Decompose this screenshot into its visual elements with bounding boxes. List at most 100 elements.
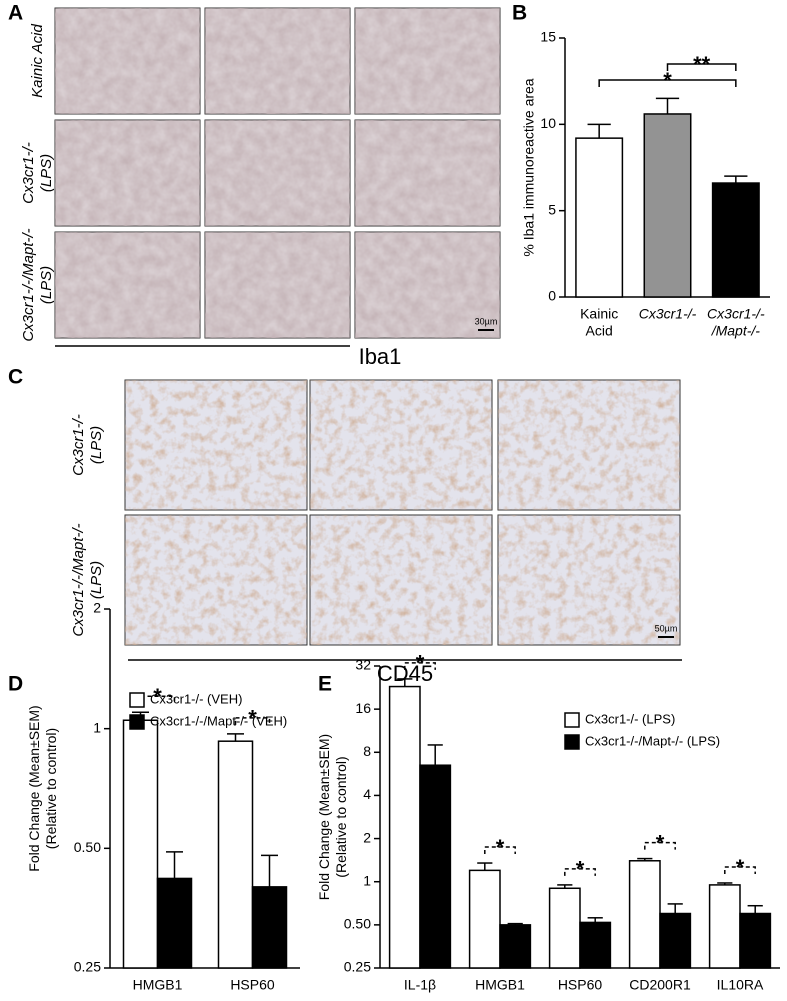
micrograph-texture — [498, 380, 680, 510]
row-label: Cx3cr1-/- — [20, 142, 37, 204]
x-tick-label: /Mapt-/- — [711, 323, 761, 339]
micrograph-texture — [355, 232, 500, 338]
panel-letter: B — [512, 2, 527, 25]
bar — [388, 685, 421, 969]
panel-letter: D — [8, 673, 23, 696]
significance-label: * — [576, 857, 585, 882]
y-tick-label: 0.50 — [344, 916, 371, 932]
significance-bracket — [666, 63, 737, 71]
y-tick-label: 16 — [355, 700, 371, 716]
micrograph-texture — [355, 8, 500, 114]
row-label: Cx3cr1-/- — [70, 414, 87, 476]
bar — [251, 886, 288, 969]
legend-swatch — [564, 734, 580, 750]
stain-label: Iba1 — [359, 344, 402, 369]
row-label: Cx3cr1-/-/Mapt-/- — [70, 523, 87, 636]
micrograph-texture — [125, 515, 307, 645]
y-axis-label: (Relative to control) — [333, 756, 349, 877]
significance-label: * — [248, 706, 257, 731]
significance-label: * — [153, 684, 162, 709]
y-tick-label: 8 — [363, 743, 371, 759]
y-tick-label: 10 — [540, 115, 556, 131]
significance-bracket — [234, 717, 271, 725]
y-tick-label: 0.25 — [74, 959, 101, 975]
row-label: (LPS) — [88, 561, 105, 599]
x-tick-label: CD200R1 — [629, 977, 691, 993]
row-label: (LPS) — [38, 154, 55, 192]
bar — [643, 113, 692, 298]
y-tick-label: 15 — [540, 29, 556, 45]
y-tick-label: 0.50 — [74, 839, 101, 855]
bar — [156, 877, 193, 969]
x-tick-label: IL10RA — [717, 977, 764, 993]
x-tick-label: HMGB1 — [475, 977, 525, 993]
micrograph-texture — [205, 120, 350, 226]
micrograph-texture — [205, 232, 350, 338]
y-tick-label: 0.25 — [344, 959, 371, 975]
bar — [468, 869, 501, 969]
significance-bracket — [644, 841, 676, 850]
bar — [122, 719, 159, 969]
micrograph-texture — [55, 8, 200, 114]
bar — [711, 182, 760, 298]
significance-label: ** — [693, 52, 711, 77]
micrograph-texture — [55, 120, 200, 226]
significance-label: * — [496, 835, 505, 860]
x-tick-label: HMGB1 — [133, 977, 183, 993]
x-tick-label: Kainic — [580, 306, 618, 322]
scale-bar-label: 50µm — [655, 623, 678, 633]
bar — [708, 884, 741, 969]
scale-bar-label: 30µm — [475, 316, 498, 326]
bar — [548, 887, 581, 969]
bar — [628, 860, 661, 969]
bar — [217, 740, 254, 969]
bar — [659, 912, 692, 969]
panel-letter: C — [8, 366, 23, 389]
y-axis-label: (Relative to control) — [43, 728, 59, 849]
micrographs-c: Cx3cr1-/- (LPS)Cx3cr1-/-/Mapt-/- (LPS)50µm — [70, 379, 681, 646]
bar — [499, 924, 532, 969]
micrograph-texture — [310, 380, 492, 510]
bar — [579, 921, 612, 969]
panel-letter: E — [318, 673, 332, 696]
significance-label: * — [663, 68, 672, 93]
legend-swatch — [129, 692, 145, 708]
micrograph-texture — [355, 120, 500, 226]
micrograph-texture — [310, 515, 492, 645]
legend-swatch — [129, 714, 145, 730]
legend-label: Cx3cr1-/-/Mapt-/- (VEH) — [150, 713, 287, 728]
bar — [419, 764, 452, 969]
legend-swatch — [564, 712, 580, 728]
significance-label: * — [736, 855, 745, 880]
bar — [575, 137, 624, 298]
x-tick-label: IL-1β — [404, 977, 436, 993]
x-tick-label: HSP60 — [558, 977, 603, 993]
significance-label: * — [416, 651, 425, 676]
micrograph-texture — [55, 232, 200, 338]
legend-label: Cx3cr1-/- (LPS) — [585, 711, 675, 726]
x-tick-label: Cx3cr1-/- — [639, 306, 697, 322]
legend-label: Cx3cr1-/- (VEH) — [150, 691, 242, 706]
y-axis-label: % Iba1 immunoreactive area — [521, 78, 537, 256]
y-axis-label: Fold Change (Mean±SEM) — [316, 734, 332, 900]
bar — [739, 912, 772, 969]
significance-bracket — [724, 866, 756, 874]
y-tick-label: 5 — [548, 201, 556, 217]
row-label: (LPS) — [38, 266, 55, 304]
y-tick-label: 1 — [363, 872, 371, 888]
x-tick-label: Acid — [586, 323, 613, 339]
row-label: Kainic Acid — [29, 24, 46, 98]
y-tick-label: 1 — [93, 719, 101, 735]
panel-letter: A — [8, 2, 23, 25]
significance-bracket — [598, 79, 737, 87]
y-tick-label: 2 — [93, 600, 101, 616]
y-axis-label: Fold Change (Mean±SEM) — [26, 705, 42, 871]
significance-bracket — [564, 868, 596, 876]
y-tick-label: 2 — [363, 829, 371, 845]
x-tick-label: HSP60 — [230, 977, 275, 993]
row-label: Cx3cr1-/-/Mapt-/- — [20, 228, 37, 341]
y-tick-label: 0 — [548, 288, 556, 304]
micrograph-texture — [125, 380, 307, 510]
